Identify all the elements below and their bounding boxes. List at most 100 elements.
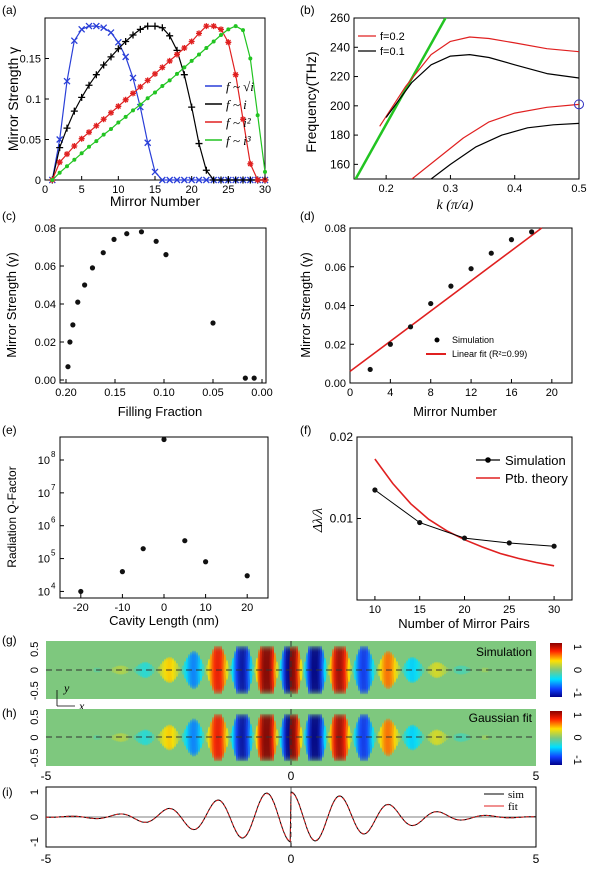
d-ytick-label: 0.04	[325, 301, 346, 313]
series-3-point	[101, 132, 106, 137]
panel-g-colorbar-ticks: 1 0 -1	[571, 644, 583, 698]
b-ytick-label: 160	[330, 157, 350, 171]
series-3-point	[138, 102, 143, 107]
a-xtick-label: 25	[222, 184, 234, 196]
series-0-point	[173, 176, 181, 184]
b-ytick-label: 220	[330, 70, 350, 84]
data-point	[210, 320, 216, 326]
panel-i-series	[46, 787, 536, 847]
series-2-point	[100, 116, 107, 123]
d-xtick-label: 12	[465, 387, 477, 399]
field-lobe	[123, 733, 127, 742]
c-ytick-label: 0.04	[35, 299, 56, 311]
panel-e-y-axis-label: Radiation Q-Factor	[5, 466, 19, 567]
series-2-point	[188, 38, 195, 45]
simulation-point	[448, 283, 454, 289]
series-0-point	[136, 103, 144, 111]
panel-c-y-axis-label: Mirror Strength (γ)	[4, 252, 19, 357]
series-3-point	[131, 108, 135, 113]
series-0-point	[63, 77, 71, 85]
panel-a-ticks: 0 5 10 15 20 25 30 0 0.05 0.1 0.15	[20, 54, 272, 197]
series-0-point	[129, 74, 137, 82]
f-ytick-label: 0.02	[330, 430, 354, 444]
series-2-point	[159, 64, 166, 71]
e-ytick-exponent: 5	[51, 549, 56, 558]
i-ytick-label: 1	[29, 789, 41, 795]
series-1-point	[129, 31, 137, 39]
a-xtick-label: 30	[259, 184, 271, 196]
panel-b-curves	[354, 18, 579, 179]
panel-f-legend: Simulation Ptb. theory	[476, 453, 568, 486]
panel-f-x-axis-label: Number of Mirror Pairs	[398, 616, 530, 631]
field-lobe	[201, 731, 205, 744]
series-2-point	[210, 23, 217, 30]
a-xtick-label: 15	[149, 184, 161, 196]
series-0-point	[202, 176, 210, 184]
series-0-point	[158, 176, 166, 184]
b-xtick-label: 0.5	[571, 183, 586, 195]
c-xtick-label: 0.05	[202, 387, 223, 399]
a-xtick-label: 5	[79, 184, 85, 196]
panel-b-y-axis-label: Frequency(THz)	[303, 51, 319, 152]
series-3-point	[72, 157, 77, 162]
series-1-point	[180, 71, 188, 79]
i-xtick-label: 0	[288, 852, 295, 866]
field-lobe	[393, 724, 397, 751]
d-xtick-label: 0	[347, 387, 353, 399]
simulation-point	[551, 543, 557, 549]
panel-a-label: (a)	[2, 3, 17, 17]
data-point	[161, 436, 167, 443]
panel-e-points	[78, 436, 250, 595]
series-1-point	[144, 22, 152, 30]
panel-c-ticks: 0.20 0.15 0.10 0.05 0.00 0.00 0.02 0.04 0.06 0.08	[35, 223, 273, 399]
series-2-point	[137, 83, 144, 90]
series-3-point	[167, 78, 172, 83]
a-xtick-label: 20	[186, 184, 198, 196]
series-1-point	[136, 25, 144, 33]
a-ytick-label: 0	[35, 175, 41, 187]
e-ytick-exponent: 8	[51, 450, 56, 459]
series-3-point	[175, 71, 179, 76]
map-xtick-label: -5	[41, 769, 52, 783]
e-ytick-label: 10	[38, 488, 50, 500]
map-ytick-label: 0.5	[29, 642, 41, 657]
panel-e-x-axis-label: Cavity Length (nm)	[109, 613, 219, 628]
d-xtick-label: 16	[505, 387, 517, 399]
series-2-point	[254, 177, 261, 183]
field-lobe	[393, 657, 397, 683]
series-0-point	[180, 176, 188, 184]
panel-d-ticks: 0 4 8 12 16 20 0.00 0.02 0.04 0.06 0.08	[325, 223, 558, 399]
c-ytick-label: 0.00	[35, 375, 56, 387]
e-xtick-label: 10	[199, 602, 211, 614]
map-xtick-label: 5	[533, 769, 540, 783]
data-point	[89, 265, 96, 271]
series-2-point	[93, 122, 100, 129]
colorbar-tick-label: 1	[571, 644, 583, 650]
series-0-point	[107, 29, 115, 37]
panel-a-series	[48, 22, 269, 184]
field-lobe	[343, 713, 347, 762]
series-2-point	[196, 30, 202, 37]
i-xtick-label: 5	[533, 852, 540, 866]
field-lobe	[373, 732, 377, 743]
field-lobe	[273, 652, 277, 688]
series-3-point	[87, 144, 91, 149]
f-xtick-label: 30	[548, 604, 560, 616]
i-ytick-label: -1	[29, 837, 41, 847]
simulation-point	[428, 300, 434, 307]
series-3-point	[123, 114, 128, 119]
legend-label-linear: f ~ i	[226, 97, 247, 112]
band-curve-3	[385, 54, 579, 118]
panel-c-filling-fraction-chart: (c) 0.20 0.15 0.10 0.05 0.00 0.00 0.02 0.04 0.06…	[2, 209, 273, 419]
field-lobe	[221, 716, 225, 759]
panel-f-ticks: 10 15 20 25 30 0.01 0.02	[330, 430, 561, 616]
b-ytick-label: 180	[330, 128, 350, 142]
data-point	[153, 238, 159, 244]
simulation-point	[488, 250, 494, 256]
panel-g-axis-indicator: y x	[56, 681, 85, 713]
linear-fit-line	[349, 227, 543, 373]
series-2-point	[218, 26, 224, 33]
series-0-point	[166, 176, 174, 184]
series-1-point	[232, 176, 240, 184]
series-3-point	[211, 39, 216, 44]
